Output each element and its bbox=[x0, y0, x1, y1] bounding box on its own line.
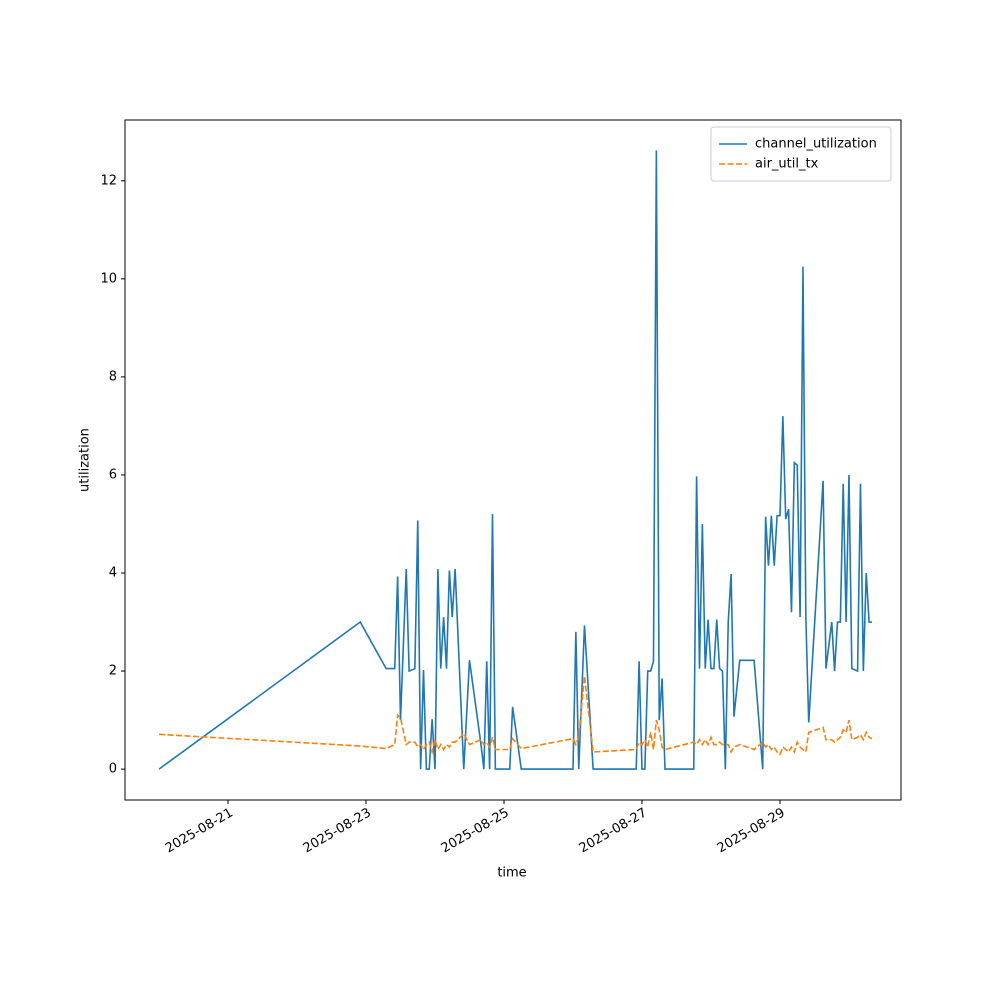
series-line bbox=[158, 150, 872, 770]
x-axis-label: time bbox=[497, 866, 526, 881]
y-axis-label: utilization bbox=[78, 428, 93, 492]
legend-label: air_util_tx bbox=[755, 157, 819, 172]
y-tick-label: 4 bbox=[109, 566, 117, 581]
legend-label: channel_utilization bbox=[755, 137, 877, 152]
y-tick-label: 6 bbox=[109, 467, 117, 482]
y-tick-label: 12 bbox=[100, 173, 117, 188]
series-line bbox=[158, 675, 873, 756]
y-tick-label: 10 bbox=[100, 271, 117, 286]
x-tick-label: 2025-08-25 bbox=[439, 806, 512, 857]
x-tick-label: 2025-08-27 bbox=[577, 806, 650, 857]
y-tick-label: 2 bbox=[109, 664, 117, 679]
legend-box bbox=[710, 126, 892, 182]
y-tick-label: 8 bbox=[109, 369, 117, 384]
y-tick-label: 0 bbox=[109, 762, 117, 777]
x-tick-label: 2025-08-29 bbox=[715, 806, 788, 857]
x-tick-label: 2025-08-23 bbox=[301, 806, 374, 857]
plot-frame bbox=[124, 119, 902, 801]
x-tick-label: 2025-08-21 bbox=[163, 806, 236, 857]
